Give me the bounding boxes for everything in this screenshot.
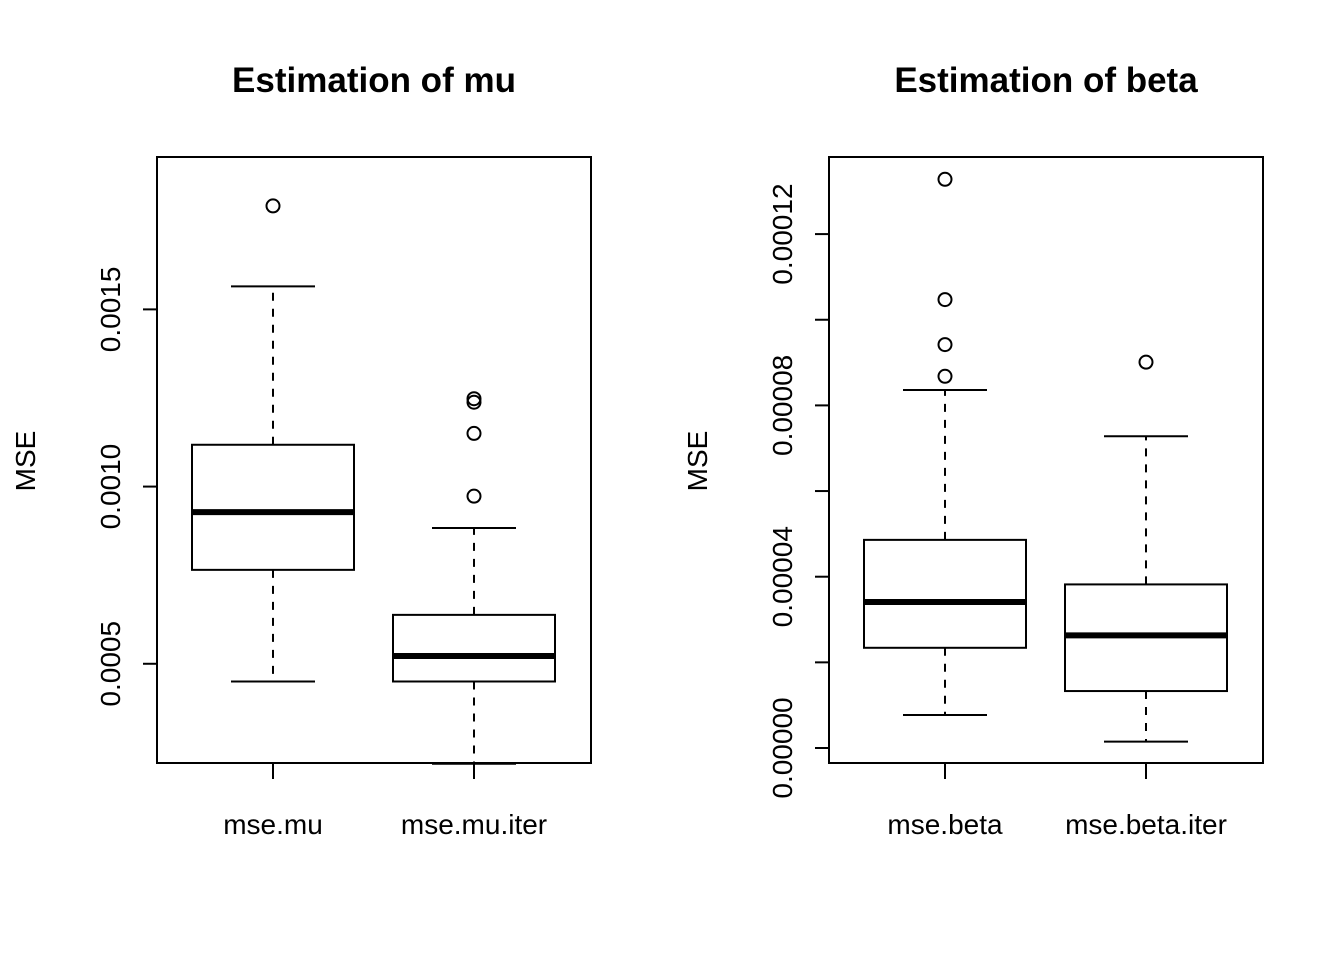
box-0 (863, 171, 1027, 717)
y-tick-label: 0.00012 (767, 183, 798, 284)
y-tick-label: 0.00000 (767, 697, 798, 798)
box-0 (191, 198, 355, 683)
y-axis-title: MSE (682, 431, 713, 492)
plot-frame (828, 156, 1264, 764)
panel-beta: Estimation of beta MSE 0.00000 0.00004 0.0… (682, 61, 1264, 840)
y-tick-label: 0.0015 (95, 267, 126, 353)
x-tick-label: mse.beta.iter (1065, 809, 1227, 840)
outlier-point (466, 425, 482, 441)
plot-frame (156, 156, 592, 764)
y-tick-label: 0.00008 (767, 355, 798, 456)
box-1 (1064, 354, 1228, 743)
iqr-box (863, 538, 1027, 649)
y-tick-label: 0.00004 (767, 526, 798, 627)
outlier-point (265, 198, 281, 214)
outlier-point (937, 292, 953, 308)
outlier-point (937, 337, 953, 353)
outlier-point (937, 368, 953, 384)
outlier-point (466, 391, 482, 407)
x-tick-label: mse.mu (223, 809, 323, 840)
outlier-point (1138, 354, 1154, 370)
panel-mu: Estimation of mu MSE 0.0005 0.0010 0.0015 m… (10, 61, 592, 840)
chart-title: Estimation of beta (894, 61, 1198, 100)
chart-title: Estimation of mu (232, 61, 516, 100)
box-1 (392, 391, 556, 765)
x-tick-label: mse.beta (887, 809, 1003, 840)
y-tick-label: 0.0010 (95, 444, 126, 530)
y-axis-title: MSE (10, 431, 41, 492)
outlier-point (937, 171, 953, 187)
iqr-box (191, 443, 355, 571)
outlier-point (466, 488, 482, 504)
y-tick-label: 0.0005 (95, 621, 126, 707)
iqr-box (392, 613, 556, 683)
x-tick-label: mse.mu.iter (401, 809, 547, 840)
